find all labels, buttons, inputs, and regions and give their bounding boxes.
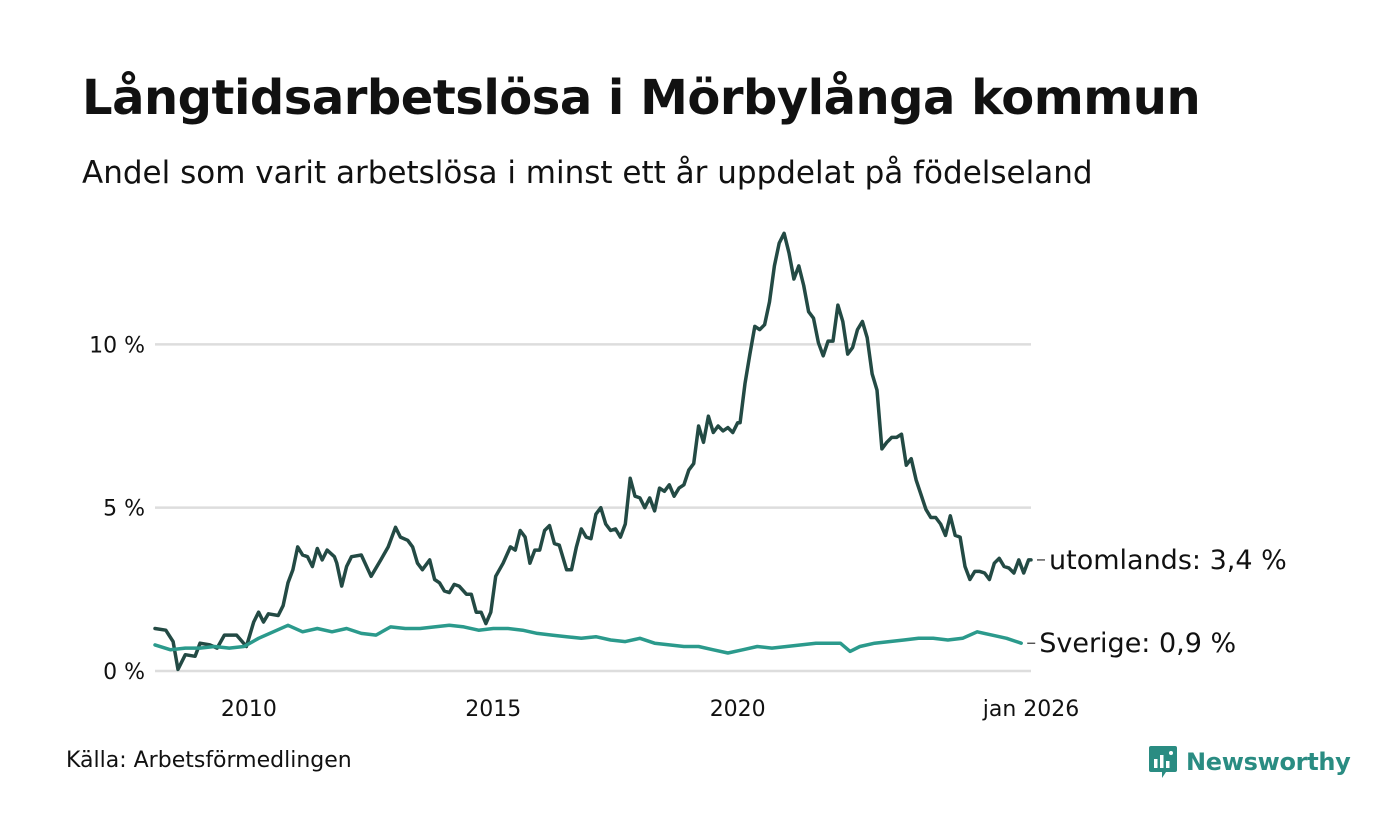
x-axis-ticks: 2010 2015 2020 jan 2026 — [221, 697, 1079, 722]
brand-logo: Newsworthy — [1148, 744, 1351, 780]
newsworthy-logo-icon — [1149, 746, 1177, 778]
brand-name: Newsworthy — [1186, 748, 1351, 776]
series-line-sverige — [153, 623, 1023, 655]
series-lines — [153, 231, 1033, 672]
x-tick-label: 2010 — [221, 697, 277, 722]
y-axis-ticks: 0 % 5 % 10 % — [89, 333, 145, 685]
y-tick-label: 10 % — [89, 333, 145, 358]
source-note: Källa: Arbetsförmedlingen — [66, 748, 352, 773]
x-tick-label: 2020 — [710, 697, 766, 722]
series-line-utomlands — [153, 231, 1033, 672]
y-tick-label: 0 % — [103, 660, 145, 685]
series-end-label-utomlands: utomlands: 3,4 % — [1049, 545, 1287, 576]
x-tick-label: jan 2026 — [982, 697, 1080, 722]
line-chart: 0 % 5 % 10 % 2010 2015 2020 jan 2026 utomland… — [89, 231, 1287, 722]
chart-title: Långtidsarbetslösa i Mörbylånga kommun — [82, 70, 1201, 126]
series-end-label-sverige: Sverige: 0,9 % — [1039, 628, 1236, 659]
gridlines — [155, 343, 1031, 673]
series-end-labels: utomlands: 3,4 % Sverige: 0,9 % — [1027, 545, 1287, 659]
y-tick-label: 5 % — [103, 497, 145, 522]
x-tick-label: 2015 — [465, 697, 521, 722]
chart-subtitle: Andel som varit arbetslösa i minst ett å… — [82, 155, 1093, 191]
